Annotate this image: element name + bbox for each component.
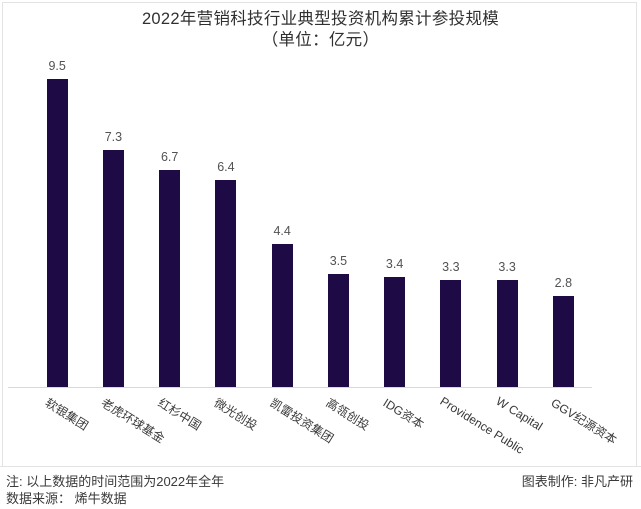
x-axis-label: 微光创投	[211, 395, 260, 434]
x-axis-label: GGV纪源资本	[548, 395, 620, 448]
bar-value-label: 6.4	[217, 159, 235, 174]
bar-value-label: 4.4	[273, 224, 291, 239]
footnote-data-source: 数据来源： 烯牛数据	[6, 491, 127, 506]
bar	[384, 276, 406, 387]
bar	[440, 280, 462, 387]
bar-value-label: 9.5	[48, 59, 66, 73]
chart-credit: 图表制作: 非凡产研	[521, 474, 633, 489]
bar	[159, 169, 181, 387]
bar	[327, 273, 349, 387]
bar-value-label: 3.5	[329, 253, 348, 268]
chart-title-unit-line: （单位：亿元）	[261, 31, 380, 49]
bar-value-label: 2.8	[554, 276, 573, 291]
bar-value-label: 6.7	[160, 149, 179, 164]
x-axis-line	[8, 387, 592, 388]
bar-value-label: 3.3	[442, 260, 460, 274]
bar	[496, 280, 518, 387]
footnote-time-range: 注: 以上数据的时间范围为2022年全年	[6, 474, 225, 489]
bar-value-label: 3.4	[385, 256, 404, 271]
chart-frame	[2, 2, 637, 466]
bar	[552, 296, 574, 387]
footer-separator	[0, 466, 641, 467]
bar-value-label: 7.3	[104, 130, 123, 145]
x-axis-label: W Capital	[493, 394, 546, 434]
bar	[102, 150, 124, 387]
chart-title-line1: 2022年营销科技行业典型投资机构累计参投规模	[141, 10, 500, 28]
x-axis-label: 软银集团	[42, 395, 91, 434]
chart-title: 2022年营销科技行业典型投资机构累计参投规模 （单位：亿元）	[0, 9, 641, 51]
x-axis-label: IDG资本	[380, 395, 427, 432]
bar	[46, 79, 68, 387]
bar-value-label: 3.3	[498, 260, 516, 274]
bar	[271, 244, 293, 387]
bar	[215, 179, 237, 387]
